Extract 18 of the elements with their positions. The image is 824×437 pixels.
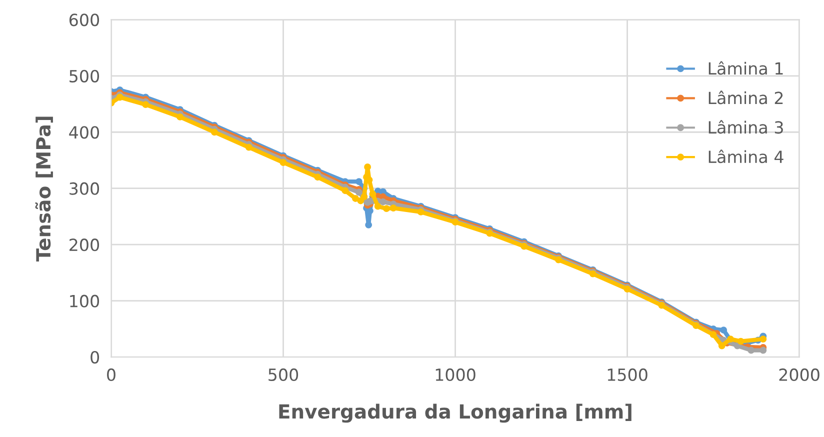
legend-label: Lâmina 3 <box>708 120 783 134</box>
y-tick-label: 600 <box>69 14 100 26</box>
y-tick-label: 100 <box>70 294 100 308</box>
y-tick-label: 200 <box>70 238 100 252</box>
x-axis-title: Envergadura da Longarina [mm] <box>279 404 632 423</box>
x-tick-label: 2000 <box>779 368 820 382</box>
legend-label: Lâmina 2 <box>708 90 783 104</box>
y-axis-title: Tensão [MPa] <box>35 116 53 262</box>
x-tick-label: 1000 <box>436 368 476 382</box>
x-tick-label: 500 <box>268 368 298 382</box>
y-tick-label: 500 <box>70 70 100 82</box>
legend-label: Lâmina 4 <box>708 150 784 164</box>
legend-label: Lâmina 1 <box>708 61 783 75</box>
y-tick-label: 300 <box>70 182 100 195</box>
x-tick-label: 0 <box>107 368 116 382</box>
y-tick-label: 400 <box>69 126 100 139</box>
x-tick-label: 1500 <box>608 368 648 382</box>
y-tick-label: 0 <box>90 350 100 364</box>
